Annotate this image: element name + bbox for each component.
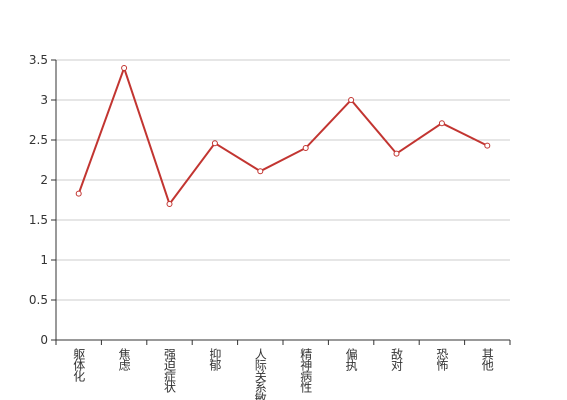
x-tick-label: 抑郁 [208,347,222,372]
y-tick-label: 1 [40,253,48,267]
point [393,150,400,157]
y-tick-label: 3.5 [29,53,48,67]
point [438,120,445,127]
x-tick-label: 强迫症状 [163,348,177,393]
y-tick-label: 0 [40,333,48,347]
x-tick-label: 其他 [480,348,494,371]
x-tick-label: 敌对 [390,347,404,371]
point [211,140,218,147]
point [257,168,264,175]
x-tick-label: 躯体化 [72,347,86,383]
x-tick-label: 人际关系敏感 [253,348,267,400]
y-tick-label: 3 [40,93,48,107]
x-tick-label: 焦虑 [117,348,131,371]
y-tick-label: 0.5 [29,293,48,307]
x-tick-label: 恐怖 [435,348,449,371]
y-tick-label: 2.5 [29,133,48,147]
y-tick-label: 1.5 [29,213,48,227]
x-tick-label: 精神病性 [299,348,313,394]
point [302,145,309,151]
point [484,142,491,149]
x-tick-label: 偏执 [344,347,358,372]
point [348,97,355,103]
point [121,65,128,71]
line [77,64,488,207]
point [166,201,173,207]
y-tick-label: 2 [40,173,48,187]
point [75,190,82,197]
